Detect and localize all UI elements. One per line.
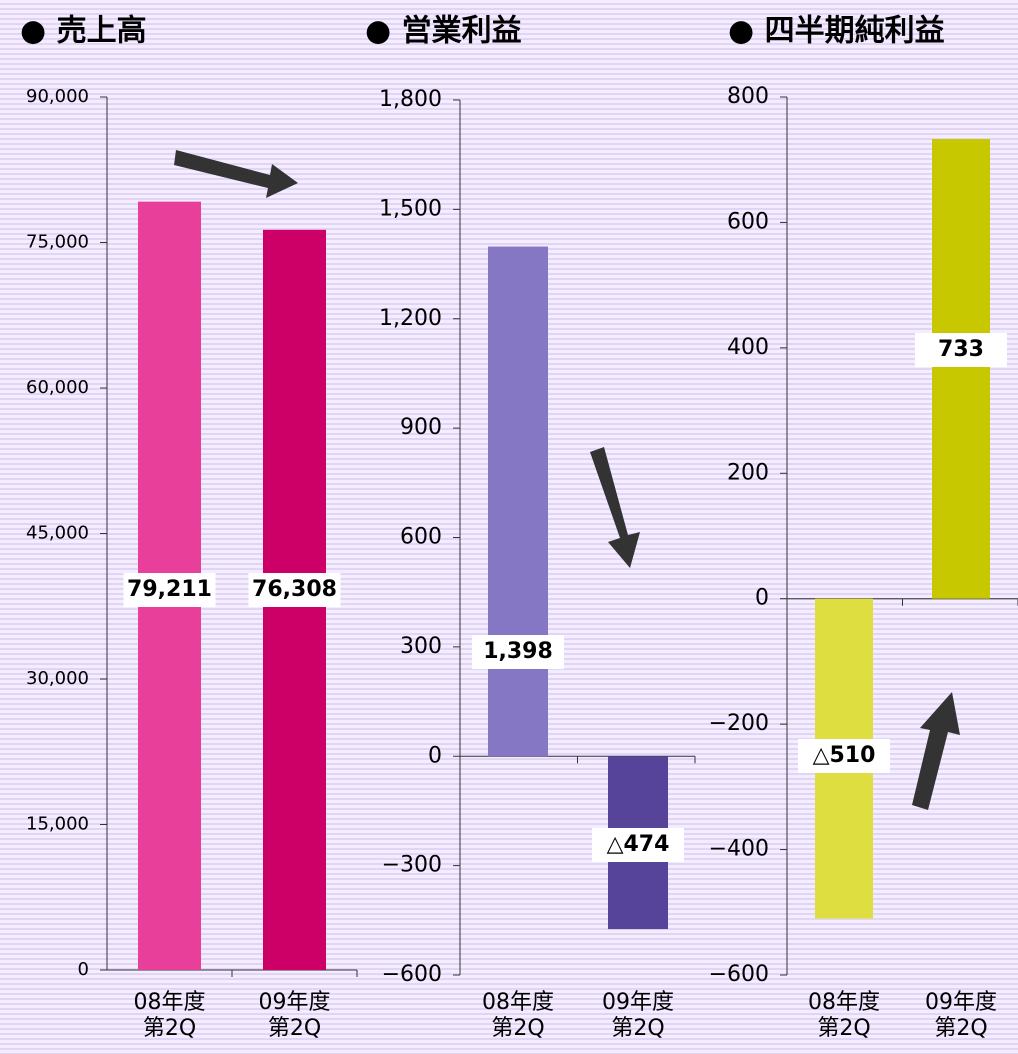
chart-title: ● 売上高 xyxy=(20,14,147,49)
x-tick-label: 第2Q xyxy=(934,1016,987,1041)
value-label-box xyxy=(248,573,341,607)
chart-title: ● 営業利益 xyxy=(365,14,522,49)
x-tick-label: 08年度 xyxy=(808,990,880,1015)
y-tick-label: −600 xyxy=(382,962,442,987)
y-tick-label: 400 xyxy=(727,335,769,360)
value-label-box xyxy=(123,573,216,607)
value-label: 76,308 xyxy=(252,577,337,602)
value-label: △474 xyxy=(607,832,670,857)
y-tick-label: 0 xyxy=(78,959,89,980)
y-tick-label: 1,800 xyxy=(379,87,442,112)
x-tick-label: 第2Q xyxy=(491,1016,544,1041)
value-label: △510 xyxy=(813,743,876,768)
y-tick-label: 30,000 xyxy=(26,668,89,689)
bar xyxy=(488,246,548,757)
y-tick-label: −300 xyxy=(382,853,442,878)
y-tick-label: 600 xyxy=(727,209,769,234)
y-tick-label: 0 xyxy=(755,586,769,611)
y-tick-label: 60,000 xyxy=(26,377,89,398)
y-tick-label: 1,200 xyxy=(379,306,442,331)
y-tick-label: 15,000 xyxy=(26,814,89,835)
y-tick-label: 900 xyxy=(400,415,442,440)
arrow xyxy=(912,692,960,810)
y-tick-label: 300 xyxy=(400,634,442,659)
y-tick-label: 800 xyxy=(727,84,769,109)
arrows xyxy=(174,150,960,810)
y-tick-label: 1,500 xyxy=(379,196,442,221)
chart-title: ● 四半期純利益 xyxy=(728,14,945,49)
value-label-box xyxy=(472,635,564,669)
arrow xyxy=(590,447,640,568)
x-tick-label: 第2Q xyxy=(143,1016,196,1041)
x-tick-label: 第2Q xyxy=(611,1016,664,1041)
y-tick-label: 0 xyxy=(428,743,442,768)
value-label: 79,211 xyxy=(127,577,212,602)
x-tick-label: 第2Q xyxy=(268,1016,321,1041)
x-tick-label: 09年度 xyxy=(259,990,331,1015)
y-tick-label: −200 xyxy=(709,711,769,736)
y-tick-label: −400 xyxy=(709,837,769,862)
x-tick-label: 09年度 xyxy=(925,990,997,1015)
x-tick-label: 第2Q xyxy=(817,1016,870,1041)
y-tick-label: 75,000 xyxy=(26,232,89,253)
bar xyxy=(932,139,990,599)
value-label-box xyxy=(915,333,1007,367)
arrow xyxy=(174,150,298,198)
x-tick-label: 09年度 xyxy=(602,990,674,1015)
x-tick-label: 08年度 xyxy=(482,990,554,1015)
y-tick-label: 90,000 xyxy=(26,86,89,107)
value-label-box xyxy=(798,739,890,773)
y-tick-label: 45,000 xyxy=(26,523,89,544)
y-tick-label: −600 xyxy=(709,962,769,987)
y-tick-label: 600 xyxy=(400,525,442,550)
value-label: 733 xyxy=(938,337,984,362)
y-tick-label: 200 xyxy=(727,460,769,485)
x-tick-label: 08年度 xyxy=(134,990,206,1015)
value-label: 1,398 xyxy=(483,639,553,664)
value-label-box xyxy=(592,828,684,862)
